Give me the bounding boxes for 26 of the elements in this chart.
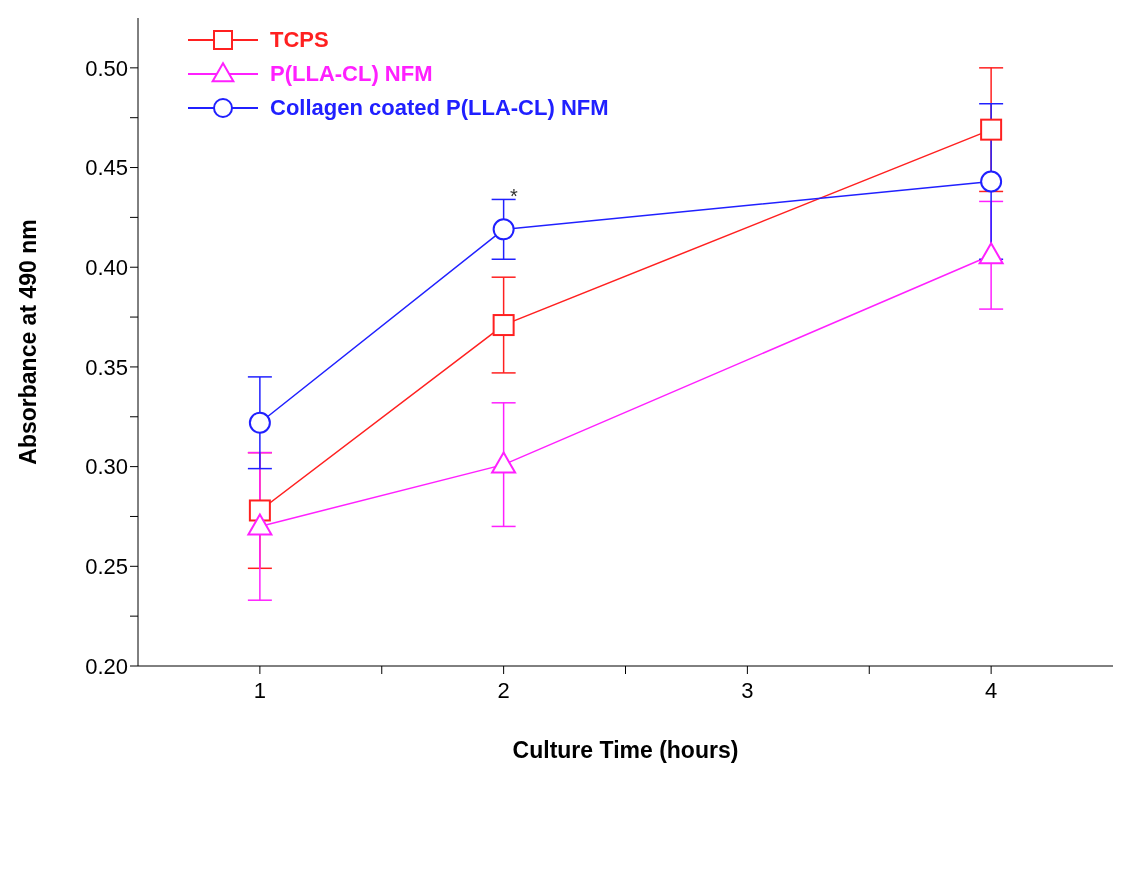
x-tick-label: 2 xyxy=(497,677,510,703)
x-tick-label: 3 xyxy=(741,677,754,703)
legend-label: TCPS xyxy=(270,27,329,53)
point xyxy=(491,451,517,474)
y-axis-title: Absorbance at 490 nm xyxy=(15,219,42,465)
point xyxy=(980,170,1003,193)
point xyxy=(492,218,515,241)
y-tick-label: 0.30 xyxy=(85,454,128,480)
annotation: * xyxy=(510,185,519,207)
point xyxy=(248,499,271,522)
y-tick-label: 0.35 xyxy=(85,354,128,380)
x-tick-label: 1 xyxy=(253,677,266,703)
x-tick-label: 4 xyxy=(985,677,998,703)
y-tick-label: 0.20 xyxy=(85,653,128,679)
point xyxy=(247,513,273,536)
point xyxy=(248,411,271,434)
y-tick-label: 0.45 xyxy=(85,155,128,181)
y-tick-label: 0.50 xyxy=(85,55,128,81)
y-tick-label: 0.40 xyxy=(85,255,128,281)
legend-label: P(LLA-CL) NFM xyxy=(270,61,433,87)
x-axis-title: Culture Time (hours) xyxy=(512,737,739,763)
point xyxy=(980,118,1003,141)
point xyxy=(978,242,1004,265)
y-tick-label: 0.25 xyxy=(85,554,128,580)
point xyxy=(492,314,515,337)
legend-label: Collagen coated P(LLA-CL) NFM xyxy=(270,95,609,121)
